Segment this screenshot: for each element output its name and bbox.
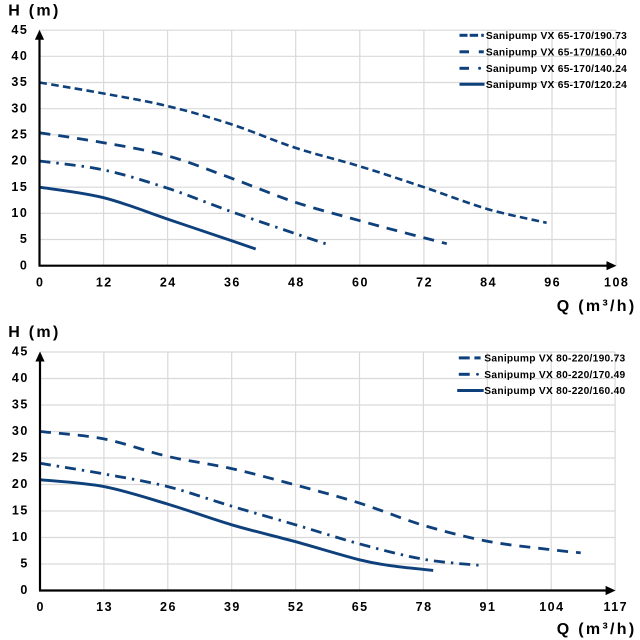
svg-text:Sanipump VX 65-170/160.40: Sanipump VX 65-170/160.40 [486, 47, 627, 58]
svg-text:5: 5 [20, 232, 28, 246]
svg-text:48: 48 [288, 275, 305, 289]
svg-text:36: 36 [224, 275, 241, 289]
svg-text:35: 35 [12, 398, 29, 412]
svg-text:65: 65 [352, 600, 369, 614]
svg-text:Sanipump VX 65-170/140.24: Sanipump VX 65-170/140.24 [486, 64, 627, 75]
svg-text:Sanipump VX 65-170/190.73: Sanipump VX 65-170/190.73 [486, 31, 627, 42]
svg-text:91: 91 [480, 600, 497, 614]
svg-text:104: 104 [539, 600, 564, 614]
svg-text:0: 0 [20, 258, 28, 272]
svg-text:Sanipump VX 80-220/160.40: Sanipump VX 80-220/160.40 [484, 386, 625, 397]
svg-text:26: 26 [160, 600, 177, 614]
svg-text:39: 39 [224, 600, 241, 614]
svg-text:78: 78 [416, 600, 433, 614]
svg-text:Q (m³/h): Q (m³/h) [557, 298, 637, 315]
svg-text:40: 40 [11, 49, 28, 63]
svg-text:108: 108 [604, 275, 629, 289]
svg-text:20: 20 [11, 154, 28, 168]
svg-text:24: 24 [160, 275, 177, 289]
svg-text:0: 0 [20, 583, 28, 597]
svg-text:35: 35 [11, 75, 28, 89]
svg-text:96: 96 [544, 275, 561, 289]
svg-text:60: 60 [352, 275, 369, 289]
svg-text:117: 117 [603, 600, 628, 614]
svg-text:Sanipump VX 65-170/120.24: Sanipump VX 65-170/120.24 [486, 80, 627, 91]
svg-text:5: 5 [20, 557, 28, 571]
svg-text:10: 10 [12, 530, 29, 544]
svg-text:Sanipump VX 80-220/170.49: Sanipump VX 80-220/170.49 [484, 370, 625, 381]
svg-text:25: 25 [11, 127, 28, 141]
svg-text:20: 20 [12, 477, 29, 491]
svg-text:0: 0 [36, 600, 44, 614]
svg-text:0: 0 [36, 275, 44, 289]
svg-text:13: 13 [96, 600, 113, 614]
svg-text:30: 30 [11, 101, 28, 115]
svg-text:Q (m³/h): Q (m³/h) [557, 621, 637, 638]
svg-text:15: 15 [11, 180, 28, 194]
svg-text:15: 15 [12, 504, 29, 518]
svg-text:30: 30 [12, 424, 29, 438]
svg-text:45: 45 [12, 345, 29, 359]
svg-text:12: 12 [96, 275, 113, 289]
svg-text:84: 84 [480, 275, 497, 289]
svg-text:25: 25 [12, 451, 29, 465]
svg-text:52: 52 [288, 600, 305, 614]
svg-text:45: 45 [11, 23, 28, 37]
svg-text:10: 10 [11, 206, 28, 220]
svg-text:Sanipump VX 80-220/190.73: Sanipump VX 80-220/190.73 [484, 354, 625, 365]
svg-text:H (m): H (m) [8, 324, 60, 341]
svg-text:40: 40 [12, 371, 29, 385]
svg-text:72: 72 [416, 275, 433, 289]
svg-text:H (m): H (m) [8, 2, 60, 19]
